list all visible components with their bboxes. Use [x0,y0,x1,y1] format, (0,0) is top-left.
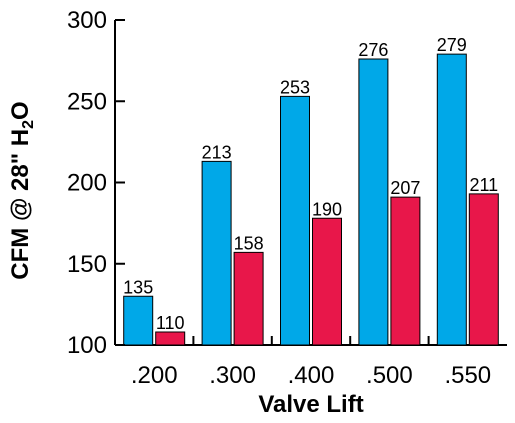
bar-value-label: 253 [280,77,310,97]
bar-value-label: 276 [358,40,388,60]
bar-series-1 [281,96,310,345]
bar-value-label: 135 [123,277,153,297]
x-tick-label: .200 [131,362,178,389]
y-axis-title-prefix: CFM @ 28" H [7,129,34,280]
bar-value-label: 213 [202,142,232,162]
bar-series-1 [124,296,153,345]
bar-series-2 [313,218,342,345]
bar-series-2 [391,197,420,345]
y-tick-label: 200 [67,170,107,197]
x-tick-label: .550 [444,362,491,389]
x-axis-title: Valve Lift [258,391,363,418]
bar-series-1 [359,59,388,345]
bar-value-label: 207 [390,178,420,198]
bar-series-1 [202,161,231,345]
y-tick-label: 250 [67,88,107,115]
y-tick-label: 150 [67,251,107,278]
y-tick-label: 300 [67,7,107,34]
bar-value-label: 158 [234,233,264,253]
bar-value-label: 279 [437,35,467,55]
y-axis-title: CFM @ 28" H2O [7,101,37,279]
y-tick-label: 100 [67,332,107,359]
bar-value-label: 110 [156,313,185,333]
bar-series-2 [234,252,263,345]
bar-series-1 [437,54,466,345]
y-axis-title-subscript: 2 [20,120,37,129]
y-axis-ticks: 100 150 200 250 300 [67,7,125,359]
x-tick-label: .400 [288,362,335,389]
bar-series-2 [469,194,498,345]
y-axis-title-suffix: O [7,101,34,120]
bar-series-2 [156,332,185,345]
x-tick-label: .500 [366,362,413,389]
bar-value-label: 211 [469,175,498,195]
x-tick-label: .300 [209,362,256,389]
bar-value-label: 190 [312,199,342,219]
